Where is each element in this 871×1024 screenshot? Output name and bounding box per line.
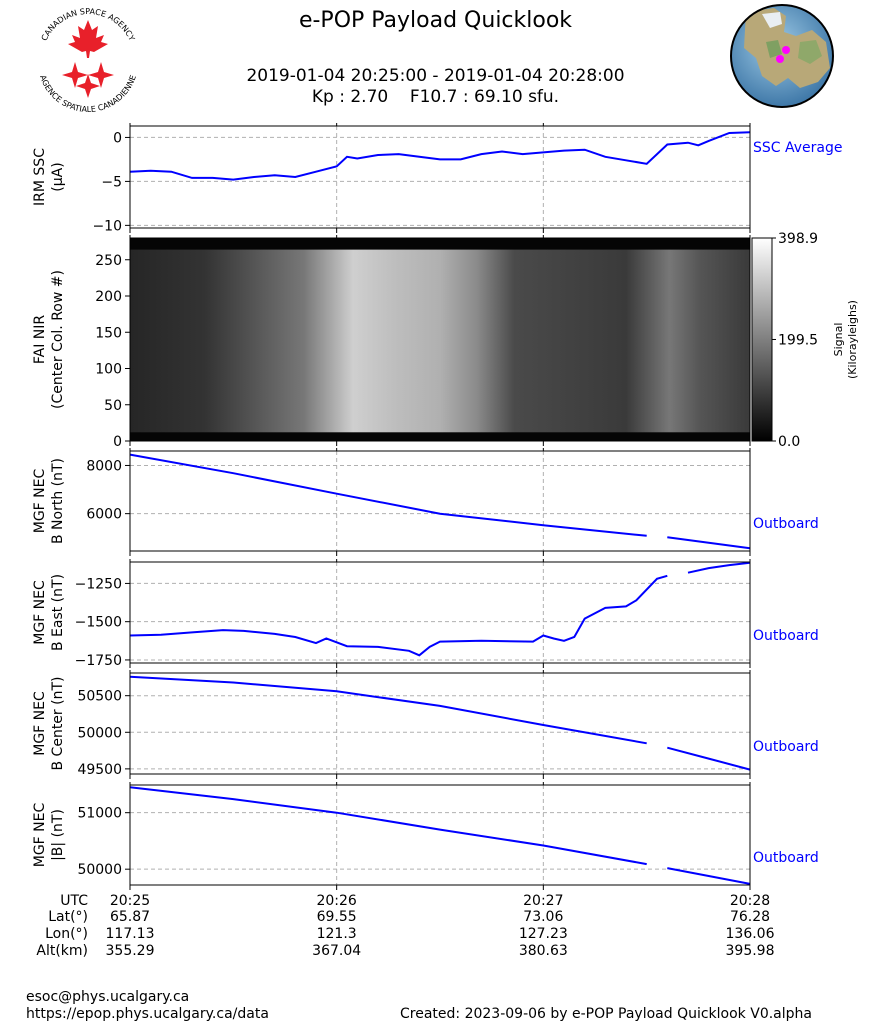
contact-email: esoc@phys.ucalgary.ca	[26, 989, 190, 1005]
panel-5: Outboard 51000 50000 MGF NEC |B| (nT)	[32, 782, 819, 890]
y-axis-label: MGF NEC	[32, 803, 48, 868]
panel-frame	[129, 784, 751, 886]
y-tick-label: 250	[95, 253, 122, 269]
panel-2: Outboard 8000 6000 MGF NEC B North (nT)	[32, 448, 819, 556]
legend-label: Outboard	[753, 739, 819, 755]
ephemeris-alt: 380.63	[519, 943, 568, 959]
data-url: https://epop.phys.ucalgary.ca/data	[26, 1006, 269, 1022]
globe-outline	[730, 4, 834, 108]
colorbar	[751, 237, 773, 442]
panel-frame	[129, 450, 751, 552]
ephemeris-row-label: Alt(km)	[36, 943, 88, 959]
csa-logo: CANADIAN SPACE AGENCY AGENCE SPATIALE CA…	[38, 7, 138, 112]
ephemeris-lat: 69.55	[317, 909, 357, 925]
legend-label: Outboard	[753, 628, 819, 644]
colorbar-tick-label: 199.5	[778, 332, 818, 348]
panel-1: 398.9 199.5 0.0 Signal (Kilorayleighs) 0 50 100…	[32, 231, 859, 450]
track-end-marker	[776, 55, 784, 63]
colorbar-label: Signal	[832, 323, 845, 357]
ephemeris-lon: 136.06	[726, 926, 775, 942]
y-tick-label: −1250	[75, 576, 122, 592]
ephemeris-lat: 76.28	[730, 909, 770, 925]
star-icon	[62, 62, 114, 98]
panel-3: Outboard −1250 −1500 −1750 MGF NEC B East (nT…	[32, 559, 819, 669]
series-line	[129, 786, 751, 885]
panel-frame	[129, 237, 751, 442]
y-tick-label: −5	[101, 174, 122, 190]
y-tick-label: 51000	[77, 806, 122, 822]
y-tick-label: 6000	[86, 507, 122, 523]
panel-4: Outboard 50500 50000 49500 MGF NEC B Center (…	[32, 670, 819, 779]
ephemeris-utc: 20:28	[730, 893, 770, 909]
ephemeris-lat: 73.06	[523, 909, 563, 925]
nir-band-bottom	[130, 432, 750, 441]
panel-frame	[129, 125, 751, 229]
y-axis-label: IRM SSC	[32, 148, 48, 206]
page-title: e-POP Payload Quicklook	[298, 8, 573, 33]
y-tick-label: 100	[95, 362, 122, 378]
created-note: Created: 2023-09-06 by e-POP Payload Qui…	[400, 1006, 812, 1022]
ephemeris-utc: 20:26	[316, 893, 356, 909]
panel-frame	[129, 561, 751, 664]
ephemeris-row-label: Lon(°)	[45, 926, 88, 942]
series-line	[129, 561, 751, 657]
series-line	[129, 131, 751, 181]
ephemeris-row-label: UTC	[60, 893, 88, 909]
ephemeris-lat: 65.87	[110, 909, 150, 925]
y-tick-label: −10	[92, 218, 122, 234]
y-axis-label: MGF NEC	[32, 469, 48, 534]
ephemeris-alt: 395.98	[726, 943, 775, 959]
ephemeris-alt: 355.29	[106, 943, 155, 959]
ephemeris-lon: 117.13	[106, 926, 155, 942]
y-axis-label: B North (nT)	[50, 458, 66, 544]
y-tick-label: 49500	[77, 762, 122, 778]
colorbar-tick-label: 0.0	[778, 434, 800, 450]
legend-label: SSC Average	[753, 140, 843, 156]
y-axis-label: MGF NEC	[32, 691, 48, 756]
ephemeris-lon: 121.3	[317, 926, 357, 942]
nir-image	[130, 238, 750, 441]
y-axis-label: B East (nT)	[50, 574, 66, 651]
nir-band-top	[130, 238, 750, 250]
y-axis-label: B Center (nT)	[50, 677, 66, 771]
series-line	[129, 453, 751, 550]
legend-label: Outboard	[753, 850, 819, 866]
y-tick-label: 50	[104, 398, 122, 414]
time-range: 2019-01-04 20:25:00 - 2019-01-04 20:28:0…	[246, 66, 625, 86]
ephemeris-utc: 20:27	[523, 893, 563, 909]
geomagnetic-indices: Kp : 2.70 F10.7 : 69.10 sfu.	[311, 87, 560, 107]
y-tick-label: 50000	[77, 725, 122, 741]
globe-map	[730, 4, 834, 108]
y-axis-label: |B| (nT)	[50, 809, 66, 861]
ephemeris-row-label: Lat(°)	[48, 909, 88, 925]
y-tick-label: 50500	[77, 689, 122, 705]
y-tick-label: 0	[113, 130, 122, 146]
panel-frame	[129, 672, 751, 775]
colorbar-tick-label: 398.9	[778, 231, 818, 247]
legend-label: Outboard	[753, 516, 819, 532]
y-axis-label: (Center Col. Row #)	[50, 270, 66, 409]
maple-leaf-icon	[68, 20, 108, 58]
track-start-marker	[782, 46, 790, 54]
y-tick-label: 200	[95, 289, 122, 305]
y-tick-label: −1750	[75, 653, 122, 669]
y-tick-label: −1500	[75, 615, 122, 631]
panel-0: SSC Average 0 −5 −10 IRM SSC (µA)	[32, 123, 843, 234]
y-tick-label: 8000	[86, 458, 122, 474]
y-tick-label: 50000	[77, 862, 122, 878]
series-line	[129, 675, 751, 771]
y-tick-label: 150	[95, 325, 122, 341]
ephemeris-alt: 367.04	[312, 943, 361, 959]
y-axis-label: (µA)	[50, 162, 66, 191]
y-axis-label: MGF NEC	[32, 580, 48, 645]
ephemeris-utc: 20:25	[110, 893, 150, 909]
colorbar-label: (Kilorayleighs)	[846, 300, 859, 379]
ephemeris-lon: 127.23	[519, 926, 568, 942]
y-tick-label: 0	[113, 434, 122, 450]
y-axis-label: FAI NIR	[32, 315, 48, 365]
